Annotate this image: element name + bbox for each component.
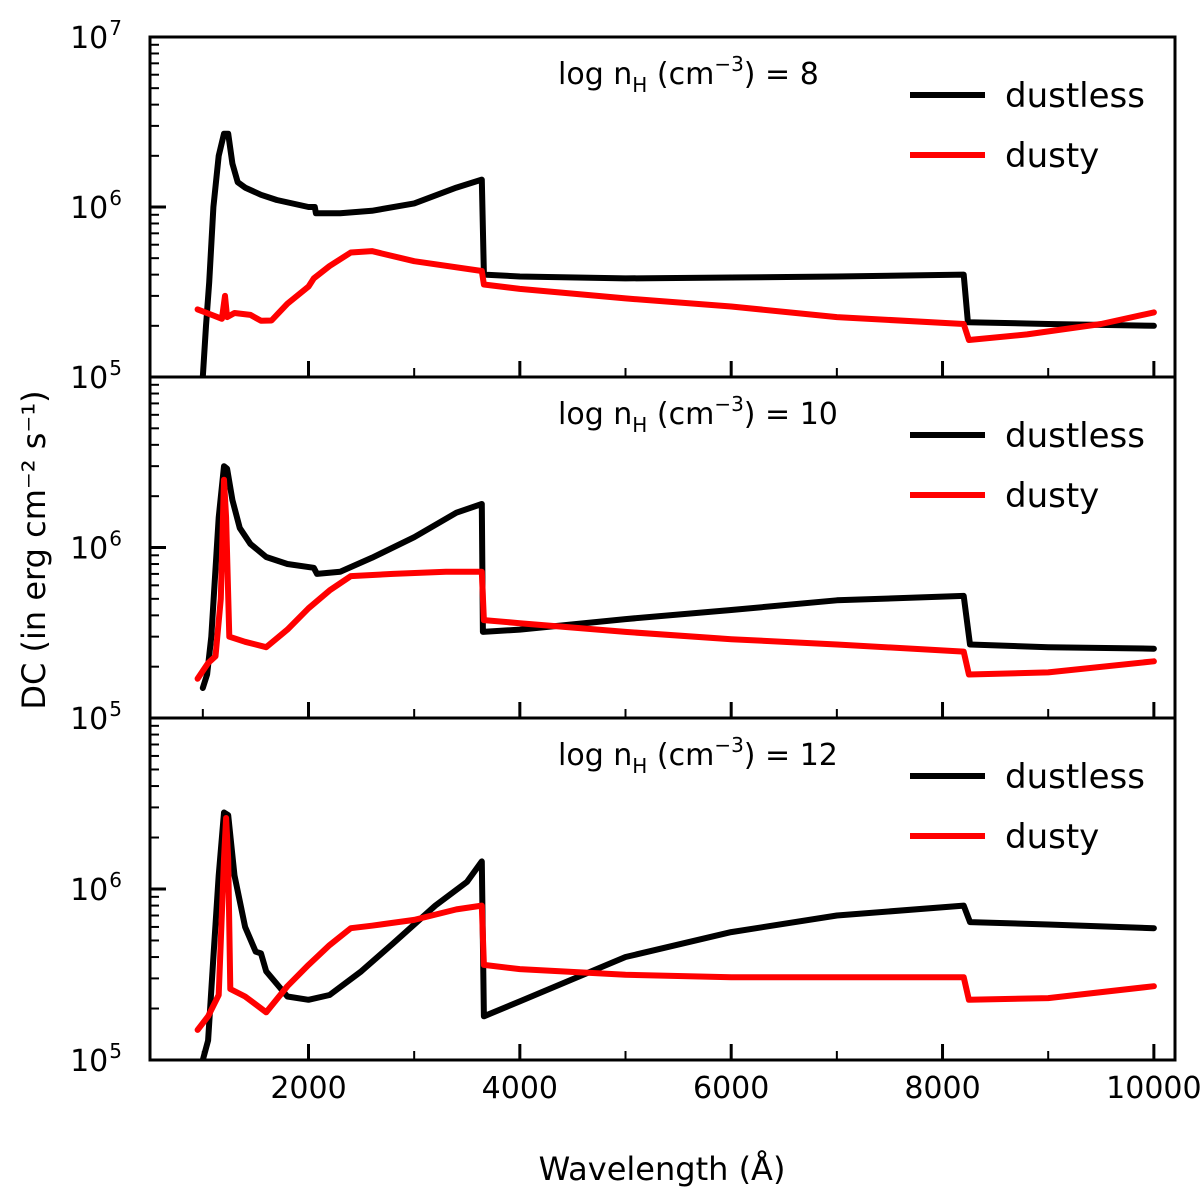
y-axis-label: DC (in erg cm⁻² s⁻¹) [15, 390, 53, 709]
y-tick-label: 105 [70, 356, 122, 396]
x-tick-label: 8000 [904, 1071, 980, 1106]
y-tick-label: 107 [70, 16, 122, 56]
panel-1: 105 106 107 log nH (cm−3) = 8 dustless dusty [70, 16, 1177, 396]
x-tick-label: 4000 [482, 1071, 558, 1106]
legend-label-dusty: dusty [1005, 476, 1099, 516]
x-tick-label: 10000 [1106, 1071, 1200, 1106]
y-tick-label: 105 [70, 697, 122, 737]
series-line-dusty [194, 476, 1157, 682]
panel-2: 105 106 log nH (cm−3) = 10 dustless dusty [70, 375, 1177, 737]
x-tick-label: 6000 [693, 1071, 769, 1106]
panel-3: 105 106 log nH (cm−3) = 12 dustless dusty 200… [70, 716, 1200, 1106]
legend-label-dusty: dusty [1005, 817, 1099, 857]
y-tick-label: 106 [70, 527, 122, 567]
series-line-dusty [194, 248, 1157, 343]
legend-label-dustless: dustless [1005, 416, 1145, 456]
legend-label-dusty: dusty [1005, 136, 1099, 176]
x-tick-label: 2000 [270, 1071, 346, 1106]
panel-title: log nH (cm−3) = 10 [558, 392, 838, 437]
series-line-dustless [199, 809, 1157, 1060]
legend-label-dustless: dustless [1005, 76, 1145, 116]
legend-label-dustless: dustless [1005, 757, 1145, 797]
y-tick-label: 106 [70, 868, 122, 908]
series-line-dustless [199, 130, 1157, 377]
y-tick-label: 106 [70, 186, 122, 226]
y-tick-label: 105 [70, 1039, 122, 1079]
series-line-dustless [199, 463, 1157, 691]
panel-title: log nH (cm−3) = 12 [558, 733, 838, 778]
x-axis-label: Wavelength (Å) [539, 1150, 786, 1188]
series-line-dusty [194, 815, 1157, 1033]
panel-title: log nH (cm−3) = 8 [558, 52, 819, 97]
